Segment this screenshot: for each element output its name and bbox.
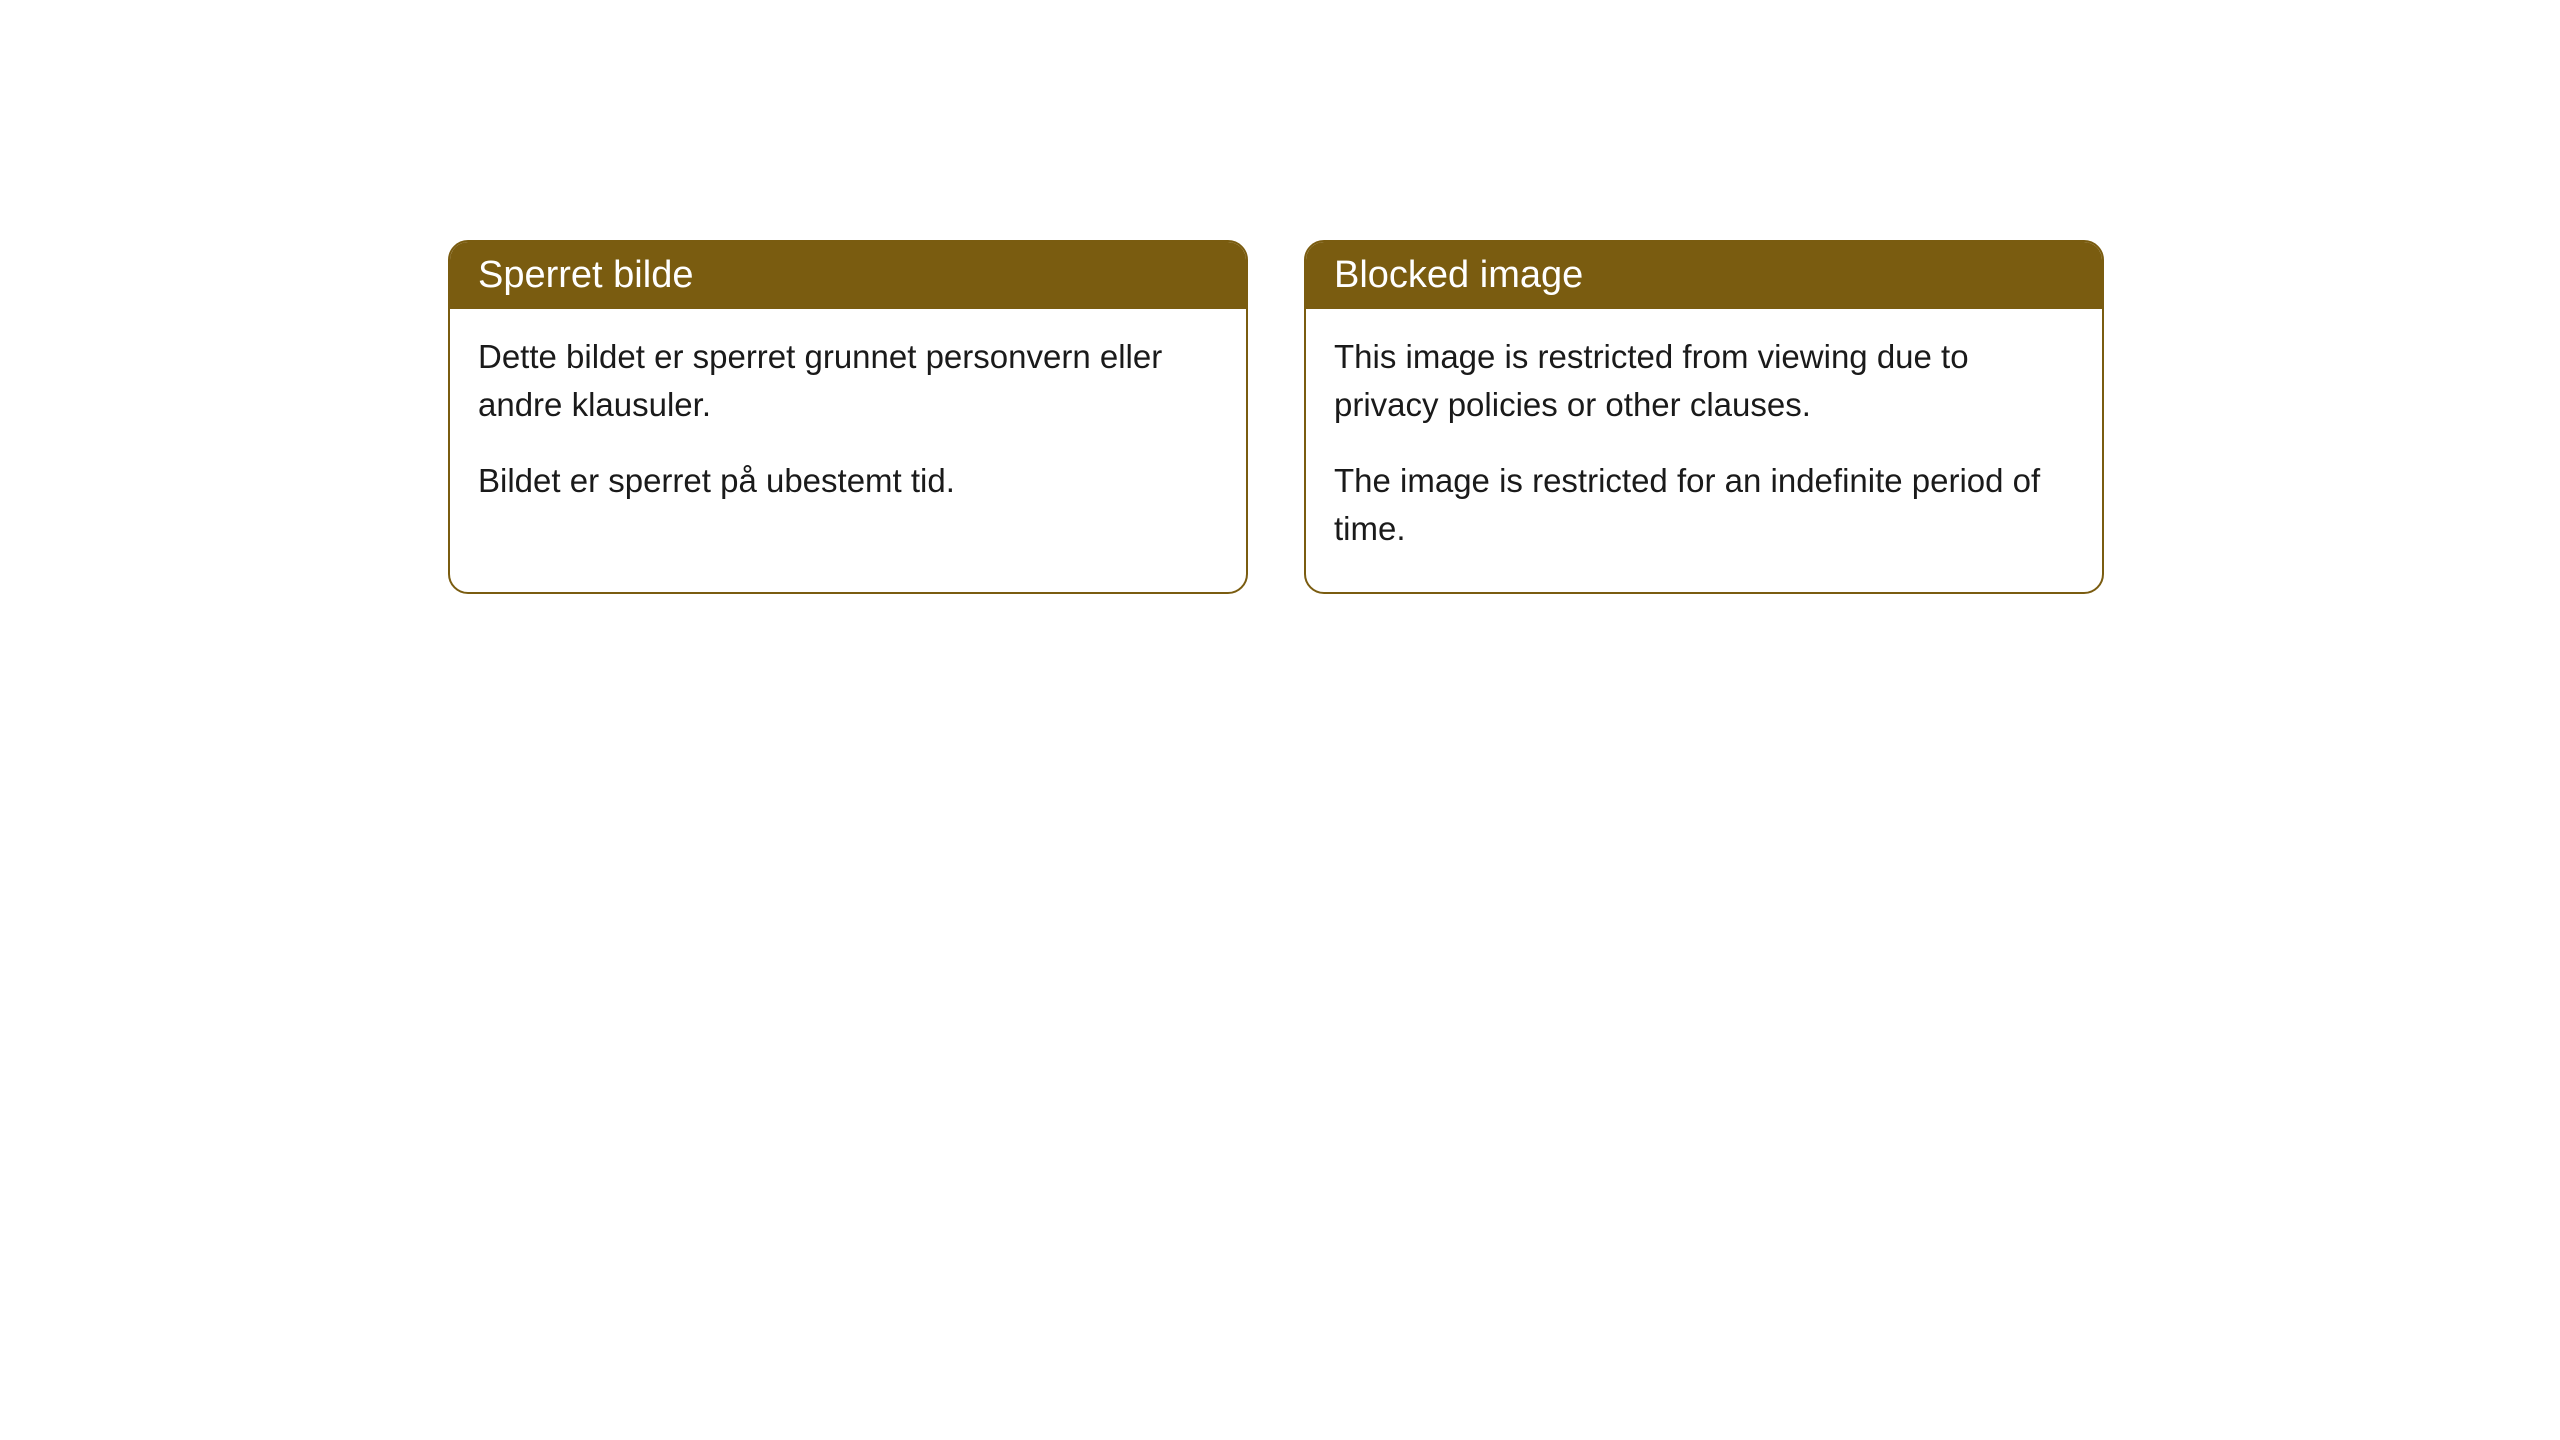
card-body: Dette bildet er sperret grunnet personve… <box>450 309 1246 545</box>
card-header: Blocked image <box>1306 242 2102 309</box>
card-paragraph: Dette bildet er sperret grunnet personve… <box>478 333 1218 429</box>
blocked-image-card-english: Blocked image This image is restricted f… <box>1304 240 2104 594</box>
card-title: Sperret bilde <box>478 254 693 296</box>
card-paragraph: The image is restricted for an indefinit… <box>1334 457 2074 553</box>
card-header: Sperret bilde <box>450 242 1246 309</box>
card-body: This image is restricted from viewing du… <box>1306 309 2102 592</box>
blocked-image-card-norwegian: Sperret bilde Dette bildet er sperret gr… <box>448 240 1248 594</box>
card-paragraph: This image is restricted from viewing du… <box>1334 333 2074 429</box>
notice-cards-container: Sperret bilde Dette bildet er sperret gr… <box>448 240 2104 594</box>
card-paragraph: Bildet er sperret på ubestemt tid. <box>478 457 1218 505</box>
card-title: Blocked image <box>1334 254 1583 296</box>
